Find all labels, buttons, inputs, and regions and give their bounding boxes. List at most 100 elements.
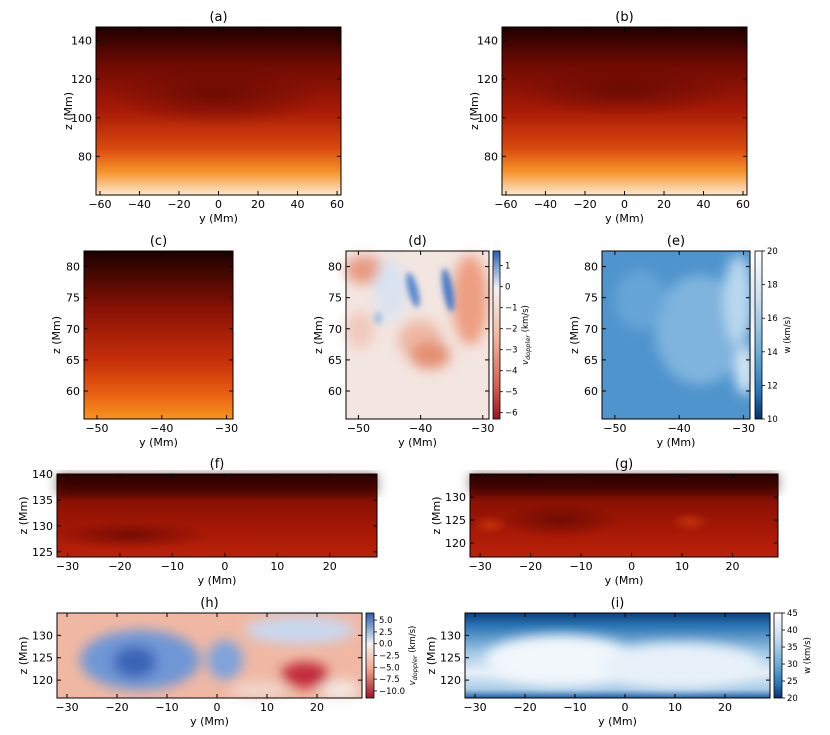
x-tick-label: 10 [260, 701, 274, 714]
x-tick-label: −40 [409, 422, 432, 435]
y-tick-label: 120 [445, 537, 466, 550]
panel-c: (c) −50 −40 −30 60 65 70 75 80 y (Mm) z (Mm) [50, 234, 238, 449]
x-tick-label: 10 [270, 560, 284, 573]
y-tick-label: 140 [32, 468, 53, 481]
x-tick-label: −20 [167, 198, 190, 211]
panel-c-image [84, 251, 233, 419]
x-tick-label: −50 [85, 422, 108, 435]
panel-b: (b) −60 −40 −20 0 20 40 60 80 100 120 140 y (Mm) z (M… [468, 10, 750, 225]
x-axis-label: y (Mm) [190, 715, 229, 728]
y-tick-label: 80 [328, 261, 342, 274]
y-tick-label: 120 [71, 73, 92, 86]
x-tick-label: −30 [471, 422, 494, 435]
plot-frame [469, 473, 779, 558]
y-tick-label: 80 [584, 261, 598, 274]
panel-title: (f) [210, 457, 225, 472]
panel-d: (d) −50 −40 −30 60 65 70 75 80 y (Mm) z (Mm) 1 0 −1 −2… [312, 234, 532, 449]
colorbar-tick-label: 5.0 [379, 616, 393, 626]
y-tick-label: 60 [328, 385, 342, 398]
y-tick-label: 80 [66, 261, 80, 274]
y-tick-label: 100 [477, 112, 498, 125]
y-tick-label: 125 [32, 546, 53, 559]
y-tick-label: 70 [66, 323, 80, 336]
colorbar-tick-label: −5.0 [379, 663, 400, 673]
y-tick-label: 130 [445, 491, 466, 504]
x-tick-label: −60 [494, 198, 517, 211]
x-tick-label: −20 [573, 198, 596, 211]
y-axis-label: z (Mm) [62, 92, 75, 130]
panel-i-image [465, 613, 770, 698]
y-tick-label: 70 [584, 323, 598, 336]
x-tick-label: −30 [56, 560, 79, 573]
y-tick-label: 125 [32, 652, 53, 665]
panel-d-image [345, 251, 489, 419]
x-tick-label: −30 [215, 422, 238, 435]
panel-title: (d) [408, 234, 426, 249]
colorbar [754, 250, 763, 420]
y-axis-label: z (Mm) [430, 496, 443, 534]
colorbar-tick-label: 16 [767, 314, 778, 324]
colorbar-tick-label: 18 [767, 281, 778, 291]
colorbar-tick-label: −7.5 [379, 675, 400, 685]
y-tick-label: 120 [477, 73, 498, 86]
y-tick-label: 80 [484, 150, 498, 163]
x-tick-label: −40 [128, 198, 151, 211]
y-axis-label: z (Mm) [50, 316, 63, 354]
colorbar-tick-label: 20 [787, 694, 798, 704]
x-tick-label: 0 [214, 701, 221, 714]
panel-b-image [502, 27, 747, 195]
x-tick-label: −30 [55, 701, 78, 714]
x-tick-label: 40 [291, 198, 305, 211]
colorbar-tick-label: 12 [767, 381, 778, 391]
colorbar-tick-label: −2.5 [379, 652, 400, 662]
colorbar [773, 612, 783, 699]
y-axis-label: z (Mm) [425, 636, 438, 674]
x-axis-label: y (Mm) [657, 436, 696, 449]
y-axis-label: z (Mm) [568, 316, 581, 354]
x-tick-label: 0 [221, 560, 228, 573]
panel-f: (f) −30 −20 −10 0 10 20 125 130 135 140 y (Mm) z (Mm… [17, 457, 378, 587]
panel-e: (e) −50 −40 −30 60 65 70 75 80 y (Mm) z (Mm) 20 18 16… [568, 234, 793, 449]
colorbar-tick-label: −2 [505, 325, 518, 335]
x-tick-label: −10 [569, 560, 592, 573]
y-tick-label: 140 [477, 35, 498, 48]
colorbar-tick-label: −5 [505, 388, 518, 398]
x-tick-label: 60 [736, 198, 750, 211]
x-tick-label: 0 [215, 198, 222, 211]
x-tick-label: −40 [150, 422, 173, 435]
y-tick-label: 65 [66, 354, 80, 367]
panel-e-image [602, 251, 755, 419]
x-tick-label: −10 [563, 701, 586, 714]
colorbar-tick-label: 0 [505, 283, 510, 293]
colorbar-tick-label: −4 [505, 367, 518, 377]
panel-h: (h) −30 −20 −10 0 10 20 120 125 130 y (Mm) z (Mm) 5.… [17, 596, 419, 728]
y-tick-label: 75 [66, 292, 80, 305]
panel-a: (a) −60 −40 −20 0 20 40 60 80 100 120 140 y (Mm) z (M… [62, 10, 344, 225]
x-tick-label: −50 [347, 422, 370, 435]
plot-frame [464, 612, 771, 699]
y-tick-label: 60 [66, 385, 80, 398]
x-tick-label: 20 [251, 198, 265, 211]
colorbar-tick-label: −1 [505, 304, 518, 314]
colorbar-tick-label: 1 [505, 262, 510, 272]
panel-g: (g) −30 −20 −10 0 10 20 120 125 130 y (Mm) z (Mm) [430, 457, 779, 587]
colorbar-label: vdoppler (km/s) [408, 626, 419, 686]
y-tick-label: 140 [71, 35, 92, 48]
colorbar [492, 250, 501, 420]
x-axis-label: y (Mm) [198, 574, 237, 587]
colorbar-tick-label: −10.0 [379, 687, 405, 697]
colorbar-tick-label: 25 [787, 677, 798, 687]
x-tick-label: −30 [463, 701, 486, 714]
y-tick-label: 120 [32, 674, 53, 687]
colorbar-tick-label: 40 [787, 626, 798, 636]
panel-title: (a) [209, 10, 227, 25]
x-axis-label: y (Mm) [605, 212, 644, 225]
x-tick-label: −20 [513, 701, 536, 714]
x-tick-label: −30 [732, 422, 755, 435]
colorbar-tick-label: −6 [505, 409, 518, 419]
plot-frame [601, 250, 751, 420]
colorbar-tick-label: 14 [767, 348, 778, 358]
y-axis-label: z (Mm) [17, 636, 30, 674]
y-tick-label: 60 [584, 385, 598, 398]
